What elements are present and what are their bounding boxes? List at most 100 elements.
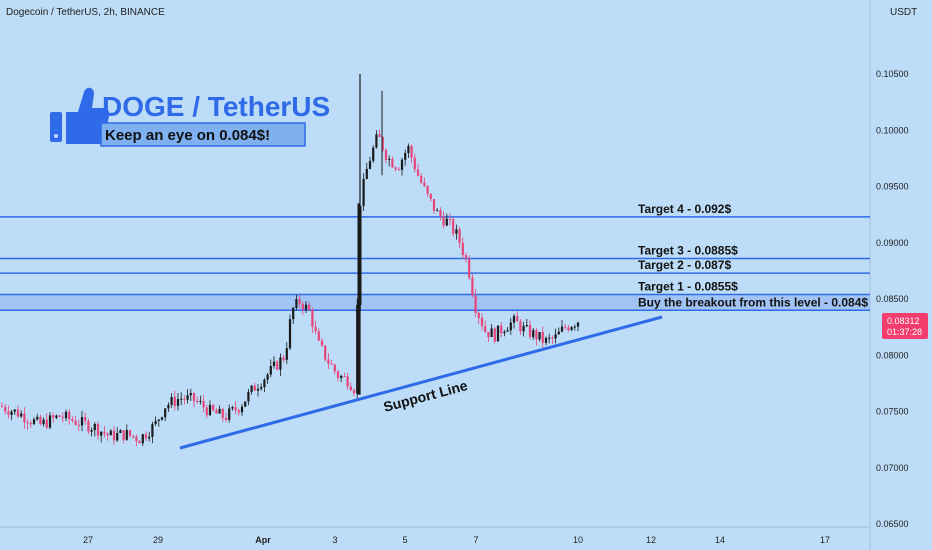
- candlestick-series: [0, 74, 580, 447]
- candle-body: [180, 398, 183, 400]
- candle-body: [221, 408, 224, 418]
- candle-body: [199, 400, 202, 402]
- candle-body: [132, 435, 135, 437]
- candle-body: [567, 327, 570, 331]
- currency-label: USDT: [890, 7, 917, 18]
- candle-body: [196, 400, 199, 402]
- breakout-zone: [0, 294, 870, 311]
- candle-body: [74, 420, 77, 425]
- current-price-value: 0.08312: [887, 316, 920, 326]
- time-tick-label: 29: [153, 535, 163, 545]
- candle-body: [404, 153, 407, 160]
- candle-body: [148, 436, 151, 439]
- candle-body: [365, 168, 368, 179]
- candle-body: [564, 326, 567, 328]
- candle-body: [154, 420, 157, 425]
- time-tick-label: 10: [573, 535, 583, 545]
- candle-body: [173, 396, 176, 406]
- time-tick-label: Apr: [255, 535, 271, 545]
- candle-body: [333, 364, 336, 372]
- candle-body: [212, 404, 215, 411]
- candle-body: [90, 430, 93, 432]
- candle-body: [349, 386, 352, 391]
- candle-body: [205, 407, 208, 416]
- time-tick-label: 5: [402, 535, 407, 545]
- candle-body: [52, 415, 55, 418]
- candle-body: [256, 388, 260, 391]
- candle-body: [93, 423, 96, 431]
- candle-body: [311, 310, 314, 327]
- candle-body: [455, 229, 458, 234]
- candle-body: [336, 371, 340, 379]
- candle-body: [458, 229, 461, 243]
- candle-body: [410, 145, 413, 158]
- candle-body: [282, 357, 285, 360]
- candle-body: [519, 321, 522, 332]
- candle-body: [26, 422, 29, 424]
- time-axis[interactable]: 27 29 Apr 3 5 7 10 12 14 17: [83, 535, 830, 545]
- price-tick-label: 0.08500: [876, 294, 909, 304]
- candle-body: [439, 210, 442, 217]
- candle-body: [0, 405, 4, 407]
- candle-body: [141, 434, 144, 444]
- candle-body: [471, 277, 474, 296]
- candle-body: [298, 299, 301, 304]
- candle-body: [560, 326, 564, 332]
- candle-body: [506, 330, 509, 332]
- candle-body: [16, 409, 20, 417]
- target-level-label: Target 4 - 0.092$: [638, 202, 731, 216]
- candle-body: [164, 408, 167, 418]
- support-trend-line[interactable]: [179, 315, 663, 450]
- candle-body: [448, 218, 452, 220]
- candle-body: [304, 304, 308, 310]
- candle-body: [87, 420, 90, 432]
- candle-body: [357, 203, 361, 395]
- candle-body: [20, 413, 23, 417]
- candle-body: [484, 326, 487, 332]
- candle-body: [288, 319, 292, 349]
- candle-body: [330, 363, 333, 365]
- candle-body: [381, 137, 384, 151]
- candle-body: [247, 391, 250, 402]
- candle-body: [23, 413, 26, 423]
- candle-body: [80, 417, 84, 426]
- candle-body: [32, 419, 36, 425]
- candle-body: [266, 374, 269, 380]
- candle-body: [346, 376, 349, 387]
- candle-body: [13, 409, 16, 412]
- candle-body: [496, 325, 500, 342]
- candle-body: [36, 416, 39, 420]
- price-axis[interactable]: 0.10500 0.10000 0.09500 0.09000 0.08500 0.080…: [876, 69, 909, 529]
- price-tick-label: 0.06500: [876, 519, 909, 529]
- candle-body: [116, 433, 119, 441]
- candle-body: [532, 330, 535, 338]
- banner: DOGE / TetherUS Keep an eye on 0.084$!: [50, 87, 330, 147]
- candle-body: [512, 315, 516, 323]
- candle-body: [42, 419, 45, 425]
- candle-body: [186, 395, 189, 400]
- candle-body: [269, 366, 272, 375]
- target-level-label: Target 1 - 0.0855$: [638, 280, 738, 294]
- candle-body: [551, 337, 554, 339]
- candle-body: [272, 361, 276, 367]
- candle-body: [378, 134, 381, 138]
- candle-body: [528, 324, 532, 338]
- price-tick-label: 0.07500: [876, 407, 909, 417]
- candle-body: [372, 147, 375, 161]
- candle-body: [503, 331, 506, 334]
- target-level-label: Target 2 - 0.087$: [638, 258, 731, 272]
- candle-body: [509, 322, 512, 331]
- candle-body: [253, 385, 256, 391]
- candle-body: [189, 393, 192, 396]
- banner-title: DOGE / TetherUS: [102, 91, 330, 122]
- candle-body: [429, 193, 432, 200]
- candle-body: [362, 178, 365, 206]
- candle-body: [144, 434, 148, 439]
- candle-body: [234, 407, 237, 411]
- candle-body: [103, 431, 106, 434]
- candle-body: [384, 150, 388, 160]
- price-tick-label: 0.08000: [876, 350, 909, 360]
- candle-body: [413, 157, 416, 170]
